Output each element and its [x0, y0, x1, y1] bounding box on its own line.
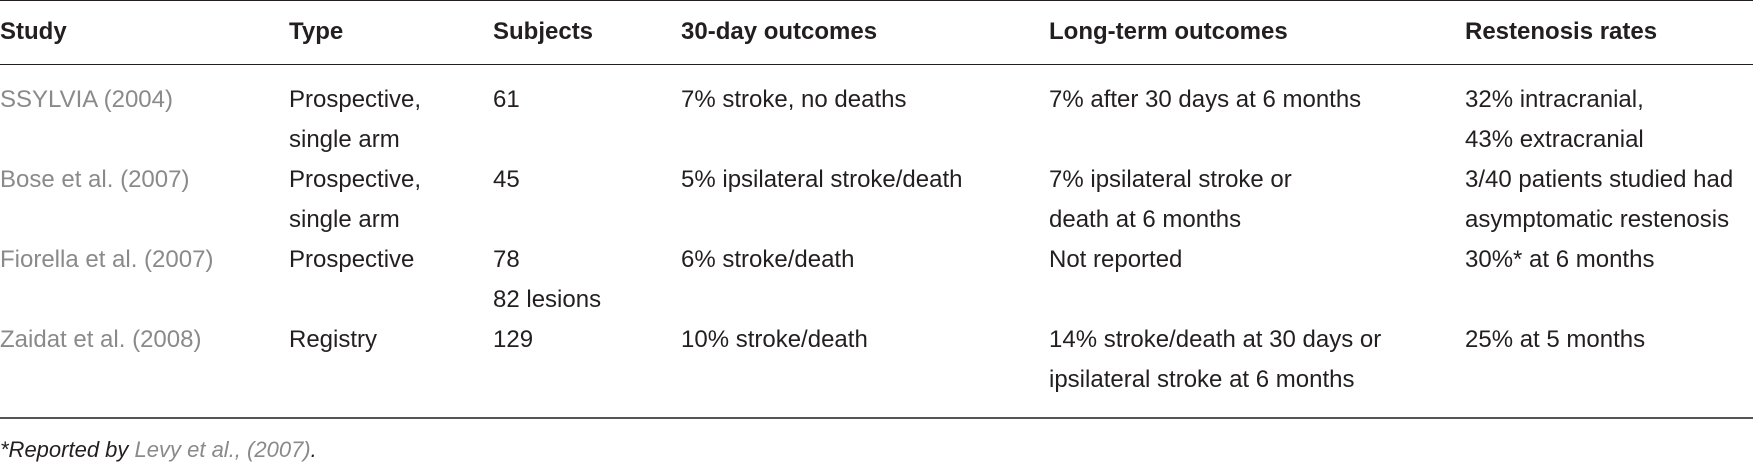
- header-30day-outcomes: 30-day outcomes: [681, 18, 878, 45]
- header-type: Type: [289, 18, 344, 45]
- subjects-value: 61: [493, 86, 520, 113]
- outcome-long-term: Not reported: [1049, 246, 1183, 273]
- restenosis-rate: 3/40 patients studied had: [1465, 166, 1734, 193]
- subjects-value: 45: [493, 166, 520, 193]
- study-name: Fiorella et al. (2007): [0, 246, 214, 273]
- footnote-reference-link[interactable]: Levy et al., (2007): [134, 437, 311, 462]
- outcome-30day: 5% ipsilateral stroke/death: [681, 166, 963, 193]
- study-type-line: single arm: [289, 126, 400, 153]
- subjects-value: 78: [493, 246, 520, 273]
- header-long-term-outcomes: Long-term outcomes: [1049, 18, 1288, 45]
- study-type-line: Prospective,: [289, 86, 422, 113]
- study-name: Zaidat et al. (2008): [0, 326, 202, 353]
- outcome-long-term: 7% after 30 days at 6 months: [1049, 86, 1362, 113]
- restenosis-rate: asymptomatic restenosis: [1465, 206, 1730, 233]
- study-type-line: Prospective: [289, 246, 415, 273]
- outcome-30day: 6% stroke/death: [681, 246, 855, 273]
- study-type-line: Registry: [289, 326, 378, 353]
- header-subjects: Subjects: [493, 18, 594, 45]
- study-type-line: Prospective,: [289, 166, 422, 193]
- table-top-rule: [0, 0, 1753, 1]
- table-bottom-rule: [0, 417, 1753, 419]
- outcome-long-term: 14% stroke/death at 30 days or: [1049, 326, 1382, 353]
- header-restenosis-rates: Restenosis rates: [1465, 18, 1658, 45]
- header-study: Study: [0, 18, 67, 45]
- footnote-prefix: *Reported by: [0, 437, 135, 462]
- subjects-value: 129: [493, 326, 534, 353]
- restenosis-rate: 30%* at 6 months: [1465, 246, 1655, 273]
- study-name: SSYLVIA (2004): [0, 86, 173, 113]
- table-footnote: *Reported by Levy et al., (2007).: [0, 434, 317, 466]
- subjects-value: 82 lesions: [493, 286, 602, 313]
- outcome-long-term: ipsilateral stroke at 6 months: [1049, 366, 1355, 393]
- study-name: Bose et al. (2007): [0, 166, 190, 193]
- outcome-long-term: 7% ipsilateral stroke or: [1049, 166, 1292, 193]
- header-rule: [0, 64, 1753, 65]
- restenosis-rate: 43% extracranial: [1465, 126, 1644, 153]
- restenosis-rate: 32% intracranial,: [1465, 86, 1644, 113]
- restenosis-rate: 25% at 5 months: [1465, 326, 1646, 353]
- study-type-line: single arm: [289, 206, 400, 233]
- outcome-30day: 7% stroke, no deaths: [681, 86, 907, 113]
- outcome-30day: 10% stroke/death: [681, 326, 868, 353]
- outcome-long-term: death at 6 months: [1049, 206, 1242, 233]
- footnote-suffix: .: [310, 437, 317, 462]
